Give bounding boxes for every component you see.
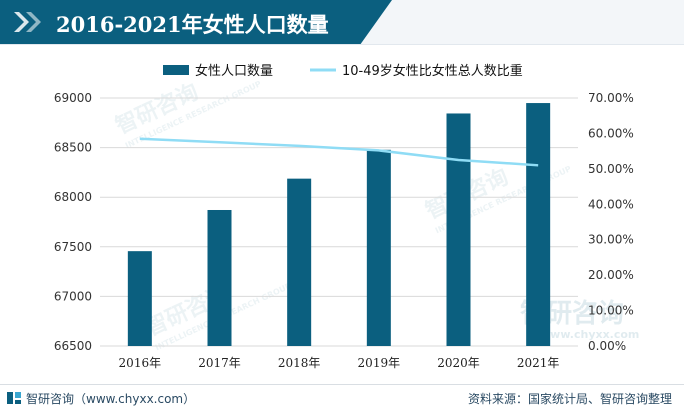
y-right-tick-label: 0.00% (588, 339, 626, 353)
y-right-tick-label: 10.00% (588, 304, 634, 318)
y-left-tick-label: 69000 (54, 91, 92, 105)
bar (128, 251, 152, 346)
bar (447, 113, 471, 346)
y-left-tick-label: 67000 (54, 289, 92, 303)
footer-source: 资料来源：国家统计局、智研咨询整理 (468, 390, 672, 407)
line-path (140, 139, 538, 166)
y-right-tick-label: 20.00% (588, 268, 634, 282)
bar (287, 179, 311, 346)
y-right-tick-label: 70.00% (588, 91, 634, 105)
legend-label-line: 10-49岁女性比女性总人数比重 (342, 63, 523, 79)
legend-swatch-bar (163, 65, 189, 75)
y-right-tick-label: 40.00% (588, 197, 634, 211)
footer-brand-name: 智研咨询 (26, 392, 74, 406)
y-left-tick-label: 68000 (54, 190, 92, 204)
x-tick-label: 2016年 (119, 356, 162, 370)
chevron-arrows-icon (10, 9, 46, 35)
header-band: 2016-2021年女性人口数量 (0, 0, 684, 45)
brand-logo-icon (6, 390, 22, 406)
y-left-tick-label: 67500 (54, 240, 92, 254)
y-right-tick-label: 30.00% (588, 233, 634, 247)
footer-url: （www.chyxx.com） (74, 392, 195, 406)
footer-brand: 智研咨询（www.chyxx.com） (26, 390, 195, 407)
bar (208, 210, 232, 346)
x-tick-label: 2019年 (358, 356, 401, 370)
x-tick-label: 2017年 (198, 356, 241, 370)
bar (526, 103, 550, 346)
x-tick-label: 2018年 (278, 356, 321, 370)
legend: 女性人口数量 10-49岁女性比女性总人数比重 (163, 63, 523, 79)
y-right-tick-label: 50.00% (588, 162, 634, 176)
x-tick-label: 2020年 (437, 356, 480, 370)
y-left-tick-label: 66500 (54, 339, 92, 353)
line-series (140, 139, 539, 166)
legend-label-bar: 女性人口数量 (195, 63, 273, 79)
x-tick-label: 2021年 (517, 356, 560, 370)
y-right-tick-label: 60.00% (588, 126, 634, 140)
bar (367, 150, 391, 346)
y-left-tick-label: 68500 (54, 141, 92, 155)
footer: 智研咨询（www.chyxx.com） 资料来源：国家统计局、智研咨询整理 (0, 384, 684, 411)
page-title: 2016-2021年女性人口数量 (56, 9, 329, 39)
